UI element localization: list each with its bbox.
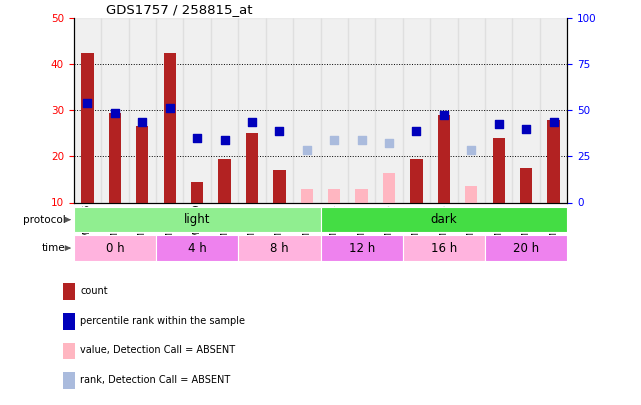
Text: 4 h: 4 h [188, 241, 206, 255]
Bar [211, 18, 238, 202]
Text: 12 h: 12 h [349, 241, 375, 255]
Bar [403, 18, 430, 202]
Text: 20 h: 20 h [513, 241, 539, 255]
Bar [320, 207, 567, 232]
Bar [156, 235, 238, 261]
Bar [301, 189, 313, 202]
Bar [238, 235, 320, 261]
Point [274, 128, 285, 134]
Bar [156, 18, 183, 202]
Text: value, Detection Call = ABSENT: value, Detection Call = ABSENT [80, 345, 235, 356]
Point [438, 112, 449, 118]
Text: GDS1757 / 258815_at: GDS1757 / 258815_at [106, 3, 253, 16]
Text: 8 h: 8 h [270, 241, 288, 255]
Bar [512, 18, 540, 202]
Point [165, 105, 175, 111]
Bar [74, 235, 156, 261]
Bar [63, 373, 76, 389]
Point [82, 100, 92, 107]
Point [110, 109, 120, 116]
Bar [74, 207, 320, 232]
Bar [492, 138, 505, 202]
Bar [129, 18, 156, 202]
Point [219, 137, 229, 143]
Point [412, 128, 422, 134]
Bar [465, 186, 478, 202]
Text: 16 h: 16 h [431, 241, 457, 255]
Bar [183, 18, 211, 202]
Bar [320, 18, 348, 202]
Point [384, 139, 394, 146]
Bar [191, 182, 203, 202]
Bar [163, 53, 176, 202]
Bar [246, 133, 258, 202]
Bar [63, 283, 76, 300]
Bar [293, 18, 320, 202]
Bar [485, 235, 567, 261]
Bar [383, 173, 395, 202]
Point [302, 146, 312, 153]
Bar [265, 18, 293, 202]
Bar [101, 18, 129, 202]
Text: light: light [184, 213, 210, 226]
Bar [109, 113, 121, 202]
Point [247, 119, 257, 125]
Bar [238, 18, 265, 202]
Point [466, 146, 476, 153]
Bar [136, 126, 149, 202]
Bar [63, 343, 76, 360]
Bar [430, 18, 458, 202]
Point [494, 121, 504, 128]
Bar [410, 159, 422, 202]
Point [192, 135, 203, 141]
Bar [403, 235, 485, 261]
Bar [81, 53, 94, 202]
Bar [485, 18, 512, 202]
Point [137, 119, 147, 125]
Bar [273, 170, 285, 202]
Point [356, 137, 367, 143]
Bar [320, 235, 403, 261]
Text: time: time [42, 243, 65, 253]
Text: protocol: protocol [22, 215, 65, 225]
Bar [356, 189, 368, 202]
Bar [348, 18, 376, 202]
Bar [540, 18, 567, 202]
Text: count: count [80, 286, 108, 296]
Text: percentile rank within the sample: percentile rank within the sample [80, 315, 245, 326]
Bar [520, 168, 532, 202]
Text: dark: dark [431, 213, 457, 226]
Bar [376, 18, 403, 202]
Bar [438, 115, 450, 202]
Text: 0 h: 0 h [106, 241, 124, 255]
Point [521, 126, 531, 132]
Bar [63, 313, 76, 330]
Bar [74, 18, 101, 202]
Point [329, 137, 339, 143]
Text: rank, Detection Call = ABSENT: rank, Detection Call = ABSENT [80, 375, 230, 385]
Point [549, 119, 559, 125]
Bar [328, 189, 340, 202]
Bar [219, 159, 231, 202]
Bar [458, 18, 485, 202]
Bar [547, 119, 560, 202]
